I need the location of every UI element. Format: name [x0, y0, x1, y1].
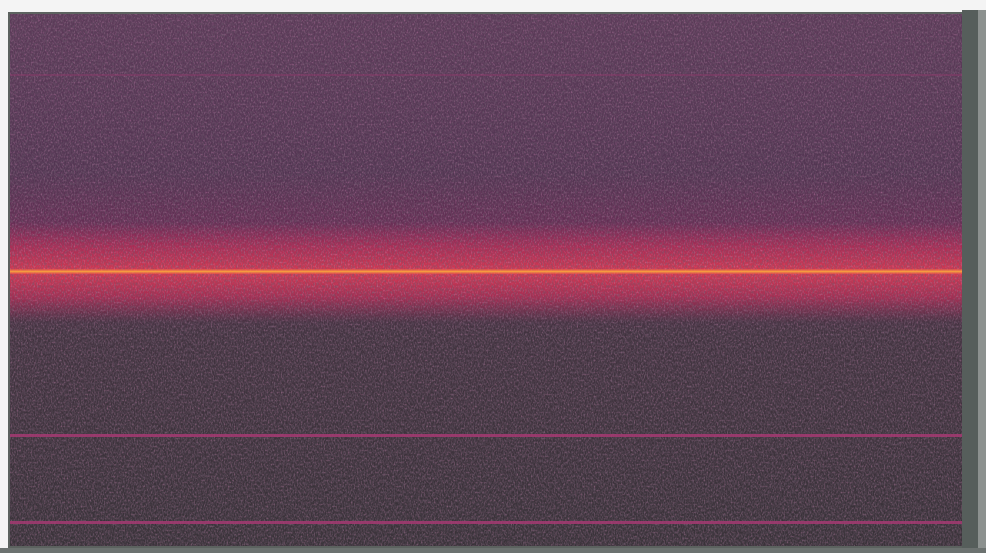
- window-edge: [978, 10, 986, 550]
- spectrogram: [10, 14, 962, 546]
- screen: [0, 0, 986, 553]
- spectrogram-window: [0, 0, 986, 553]
- bottom-edge: [0, 548, 986, 553]
- carrier-line: [10, 271, 962, 273]
- noise-texture: [10, 14, 962, 546]
- spur-line: [10, 74, 962, 76]
- scrollbar-track[interactable]: [962, 10, 978, 550]
- spur-line: [10, 521, 962, 524]
- spur-line: [10, 434, 962, 437]
